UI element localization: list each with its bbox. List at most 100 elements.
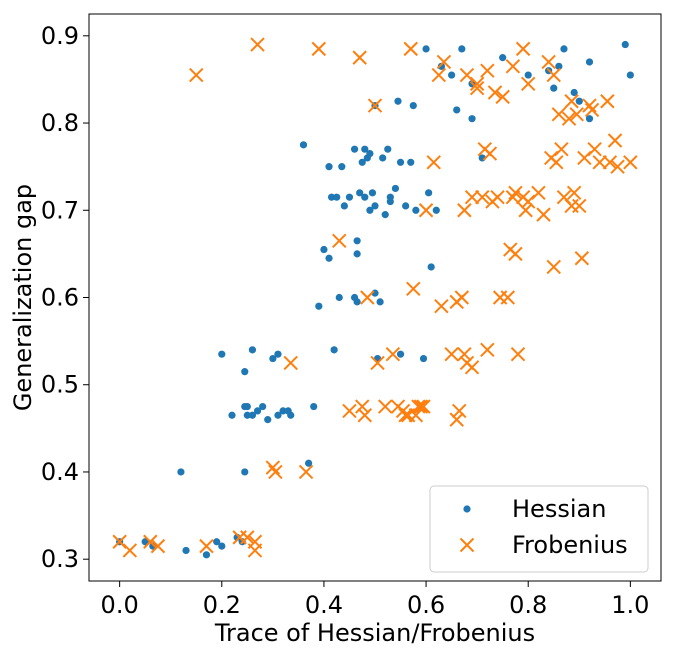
hessian-point bbox=[499, 54, 507, 62]
frobenius-point bbox=[431, 67, 447, 83]
frobenius-point bbox=[500, 290, 515, 305]
frobenius-point bbox=[607, 133, 623, 148]
frobenius-point bbox=[459, 67, 475, 83]
frobenius-point bbox=[464, 189, 480, 205]
hessian-point bbox=[453, 106, 461, 114]
frobenius-point bbox=[505, 189, 521, 205]
frobenius-point bbox=[454, 290, 470, 305]
frobenius-point bbox=[247, 543, 263, 558]
hessian-point bbox=[353, 237, 361, 245]
frobenius-point bbox=[283, 355, 298, 371]
frobenius-point bbox=[574, 251, 590, 266]
frobenius-point bbox=[265, 460, 281, 475]
x-axis-title: Trace of Hessian/Frobenius bbox=[214, 619, 535, 647]
frobenius-point bbox=[554, 142, 569, 157]
frobenius-point bbox=[600, 94, 615, 109]
frobenius-point bbox=[508, 185, 523, 201]
frobenius-point bbox=[584, 102, 600, 118]
hessian-point bbox=[253, 407, 262, 415]
frobenius-point bbox=[268, 464, 283, 480]
hessian-point bbox=[407, 158, 415, 166]
hessian-point bbox=[412, 206, 420, 214]
hessian-point bbox=[376, 298, 384, 306]
frobenius-point bbox=[546, 259, 561, 275]
hessian-point bbox=[218, 542, 226, 550]
hessian-point bbox=[419, 354, 428, 363]
frobenius-point bbox=[610, 159, 625, 174]
hessian-point bbox=[575, 97, 583, 105]
hessian-point bbox=[327, 193, 336, 201]
frobenius-point bbox=[112, 534, 127, 549]
hessian-point bbox=[315, 302, 323, 310]
hessian-point bbox=[274, 350, 282, 358]
frobenius-point bbox=[480, 63, 495, 78]
frobenius-point bbox=[403, 41, 418, 57]
frobenius-point bbox=[150, 538, 166, 554]
hessian-point bbox=[353, 298, 361, 306]
hessian-point bbox=[626, 71, 634, 79]
hessian-point bbox=[550, 84, 558, 92]
frobenius-point bbox=[536, 207, 551, 222]
y-tick-label: 0.3 bbox=[41, 545, 79, 573]
hessian-point bbox=[361, 193, 369, 201]
frobenius-point bbox=[569, 107, 584, 122]
frobenius-point bbox=[378, 399, 393, 414]
frobenius-point bbox=[143, 534, 158, 549]
y-tick-label: 0.7 bbox=[41, 196, 79, 224]
x-tick-label: 0.2 bbox=[203, 591, 241, 619]
frobenius-point bbox=[452, 403, 467, 419]
hessian-point bbox=[141, 538, 149, 546]
frobenius-point bbox=[122, 543, 138, 558]
frobenius-point bbox=[426, 155, 441, 170]
hessian-point bbox=[177, 468, 185, 476]
frobenius-point bbox=[199, 538, 214, 554]
hessian-point bbox=[437, 62, 445, 70]
x-tick-label: 1.0 bbox=[611, 591, 649, 619]
hessian-point bbox=[356, 189, 364, 197]
series-hessian bbox=[116, 40, 634, 559]
hessian-point bbox=[325, 254, 333, 262]
frobenius-point bbox=[370, 355, 385, 371]
hessian-point bbox=[330, 346, 338, 354]
frobenius-point bbox=[406, 281, 421, 296]
frobenius-point bbox=[577, 150, 592, 166]
frobenius-point bbox=[311, 41, 327, 57]
hessian-point bbox=[287, 411, 295, 419]
frobenius-point bbox=[541, 54, 556, 70]
frobenius-point bbox=[332, 233, 347, 249]
frobenius-point bbox=[189, 67, 204, 83]
hessian-point bbox=[213, 538, 221, 546]
hessian-point bbox=[259, 402, 267, 411]
frobenius-point bbox=[416, 399, 431, 414]
hessian-point bbox=[560, 45, 568, 53]
frobenius-point bbox=[515, 41, 531, 57]
hessian-point bbox=[243, 411, 251, 419]
hessian-point bbox=[425, 189, 433, 197]
hessian-point bbox=[274, 411, 282, 419]
legend-box bbox=[429, 485, 649, 573]
frobenius-point bbox=[475, 189, 490, 205]
hessian-point bbox=[368, 189, 377, 197]
frobenius-point bbox=[480, 342, 495, 358]
series-layer bbox=[112, 37, 638, 559]
frobenius-point bbox=[521, 76, 536, 91]
hessian-point bbox=[422, 45, 430, 53]
frobenius-point bbox=[436, 54, 452, 70]
frobenius-point bbox=[561, 111, 577, 126]
legend: Hessian Frobenius bbox=[429, 485, 649, 573]
frobenius-point bbox=[250, 37, 265, 52]
frobenius-point bbox=[582, 98, 597, 113]
frobenius-point bbox=[449, 412, 464, 427]
hessian-point bbox=[241, 468, 249, 476]
hessian-point bbox=[458, 45, 466, 53]
frobenius-point bbox=[505, 59, 521, 74]
hessian-point bbox=[358, 158, 366, 166]
hessian-point bbox=[386, 193, 394, 201]
frobenius-point bbox=[444, 346, 459, 362]
legend-marker-hessian bbox=[463, 505, 471, 513]
frobenius-point bbox=[357, 408, 372, 423]
hessian-point bbox=[182, 546, 190, 555]
frobenius-point bbox=[469, 76, 485, 91]
frobenius-point bbox=[510, 346, 526, 362]
frobenius-point bbox=[367, 98, 383, 113]
